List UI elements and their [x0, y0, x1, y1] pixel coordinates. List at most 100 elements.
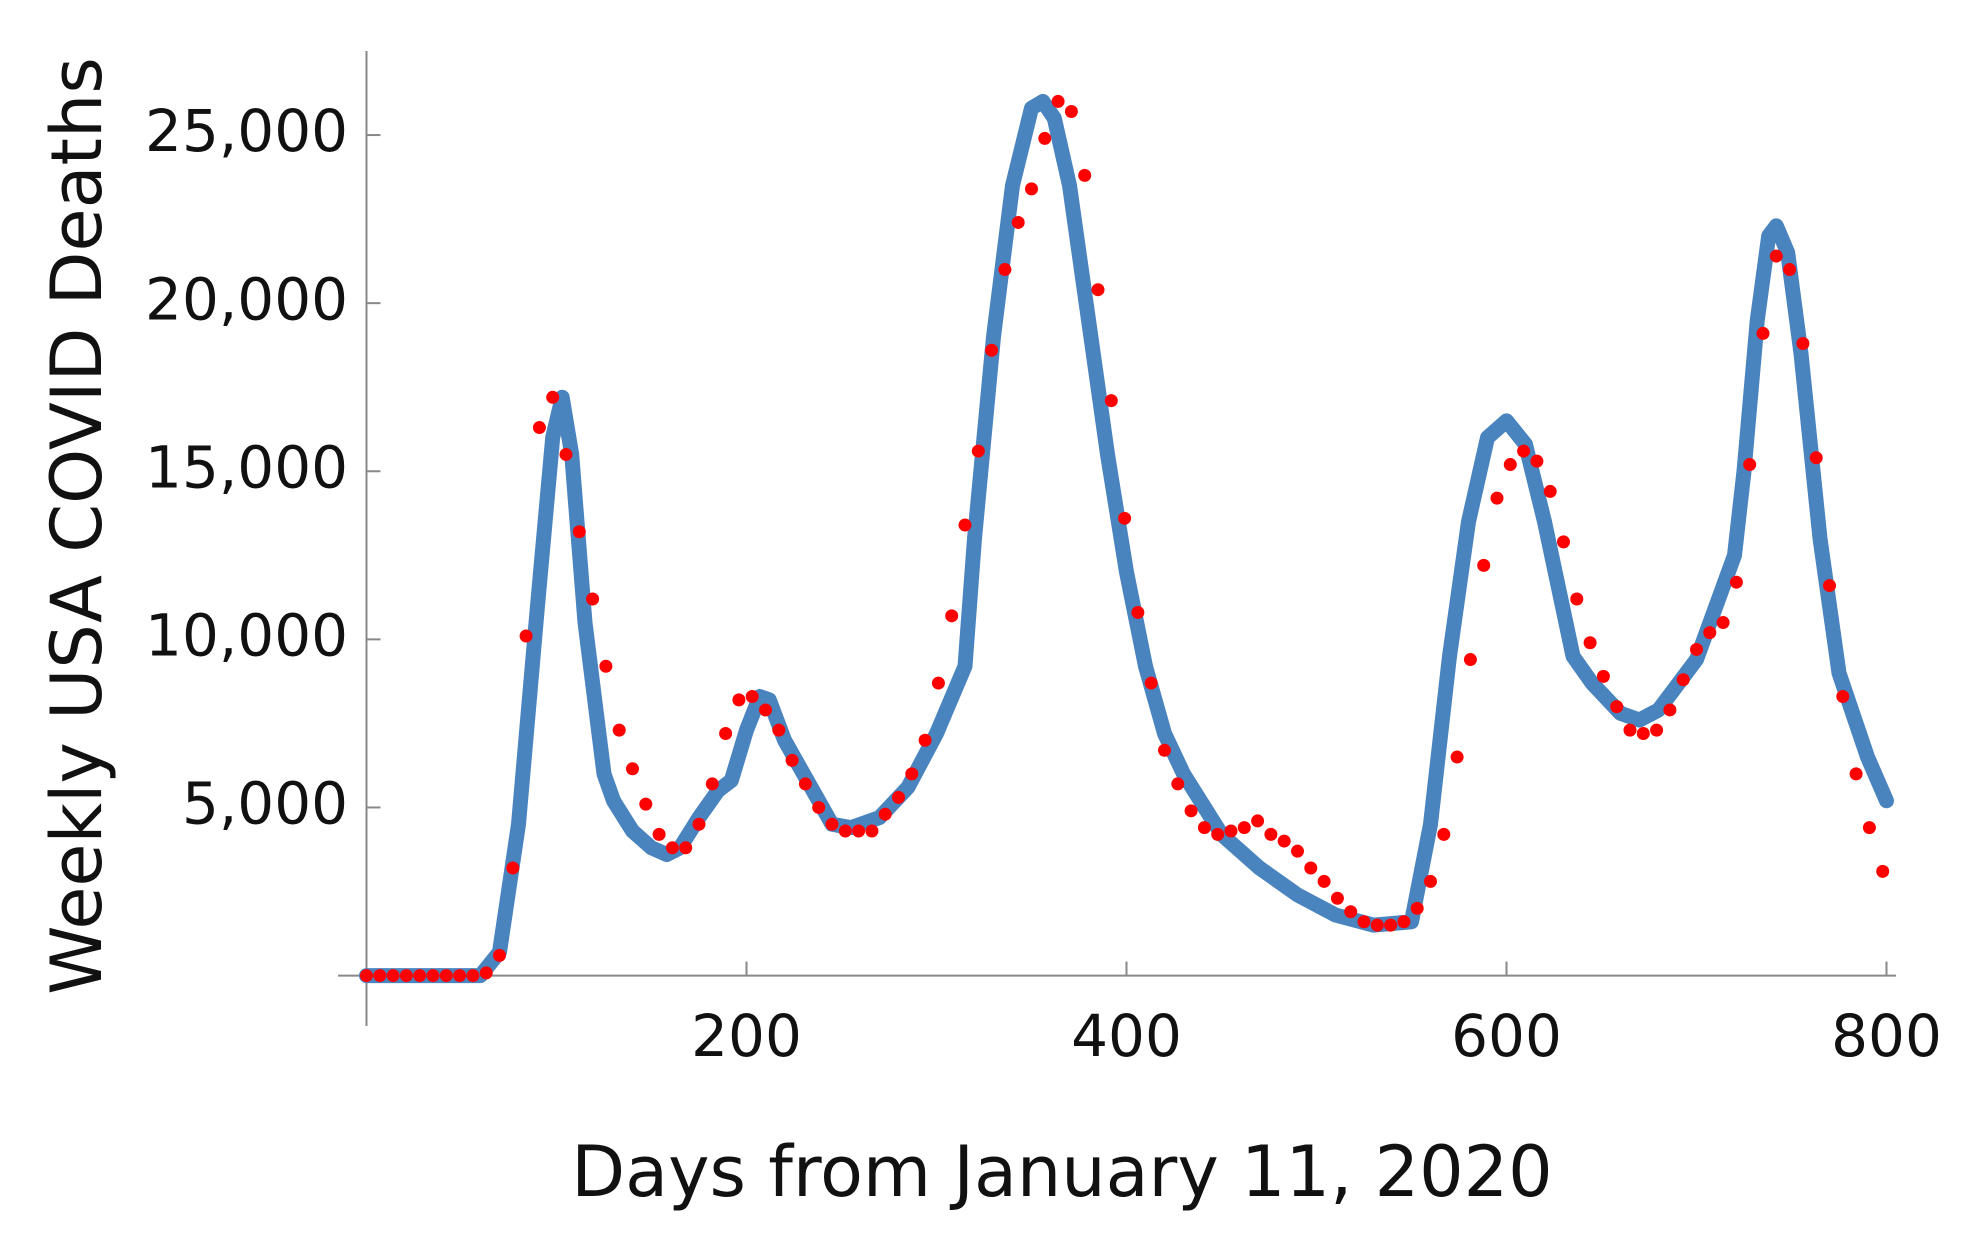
data-point: [1104, 394, 1118, 408]
data-point: [639, 797, 653, 811]
data-point: [1796, 337, 1810, 350]
data-point: [985, 343, 999, 357]
data-point: [1078, 168, 1092, 182]
data-point: [1557, 535, 1570, 549]
data-point: [1224, 824, 1238, 838]
data-point: [439, 969, 453, 983]
y-axis-title: Weekly USA COVID Deaths: [36, 57, 118, 995]
data-point: [1118, 511, 1132, 525]
data-point: [1158, 743, 1171, 757]
data-point: [838, 824, 852, 838]
data-point: [1623, 723, 1637, 737]
data-point: [1437, 827, 1451, 841]
x-tick-label: 400: [1071, 1002, 1182, 1070]
data-point: [599, 659, 613, 673]
data-point: [1636, 727, 1650, 740]
data-point: [532, 421, 546, 435]
data-point: [1729, 575, 1743, 589]
data-point: [386, 969, 400, 983]
data-point: [453, 969, 467, 983]
y-tick-label: 10,000: [145, 601, 348, 669]
data-point: [1211, 827, 1225, 841]
x-tick-label: 800: [1831, 1002, 1942, 1070]
data-point: [1091, 283, 1105, 297]
data-point: [692, 817, 706, 831]
data-point: [1384, 918, 1398, 932]
data-point: [1251, 814, 1265, 828]
data-point: [1517, 444, 1531, 458]
data-point: [705, 777, 719, 791]
data-point: [719, 727, 733, 740]
y-tick-label: 25,000: [145, 97, 348, 165]
data-point: [1264, 827, 1278, 841]
data-point: [399, 969, 413, 983]
data-point: [479, 966, 493, 980]
data-point: [679, 841, 693, 855]
data-point: [413, 969, 427, 983]
data-point: [1171, 777, 1185, 791]
y-tick-label: 20,000: [145, 265, 348, 333]
data-point: [1490, 491, 1504, 505]
data-point: [1743, 458, 1757, 472]
data-point: [918, 733, 932, 747]
data-point: [1330, 891, 1344, 905]
data-point: [1650, 723, 1664, 737]
data-point: [665, 841, 679, 855]
data-point: [1610, 700, 1624, 714]
data-point: [1463, 653, 1477, 667]
data-point: [1583, 636, 1597, 650]
data-point: [1530, 454, 1544, 468]
data-point: [1237, 821, 1251, 835]
data-point: [1663, 703, 1677, 717]
x-axis-title: Days from January 11, 2020: [571, 1131, 1552, 1213]
data-point: [878, 807, 892, 821]
data-point: [506, 861, 520, 875]
data-point: [1836, 690, 1850, 704]
data-point: [1038, 131, 1052, 145]
x-tick-label: 600: [1451, 1002, 1562, 1070]
y-tick-label: 5,000: [182, 770, 348, 838]
data-point: [360, 969, 373, 983]
data-point: [612, 723, 626, 737]
data-point: [1676, 673, 1690, 687]
data-point: [1197, 821, 1211, 835]
data-point: [732, 693, 746, 707]
data-point: [1543, 484, 1557, 498]
data-point: [931, 676, 945, 690]
data-point: [1184, 804, 1198, 818]
data-point: [1849, 767, 1863, 781]
data-point: [865, 824, 879, 838]
data-point: [626, 762, 639, 776]
data-point: [1317, 874, 1331, 888]
data-point: [998, 263, 1012, 277]
data-point: [798, 777, 812, 791]
data-point: [759, 703, 772, 717]
data-point: [559, 447, 573, 461]
data-point: [1011, 215, 1025, 229]
data-point: [1783, 263, 1797, 277]
data-point: [519, 629, 533, 643]
data-point: [1477, 558, 1491, 572]
data-point: [772, 723, 786, 737]
data-point: [1756, 326, 1770, 340]
data-point: [652, 827, 666, 841]
data-point: [958, 518, 972, 532]
data-point: [905, 767, 919, 781]
data-point: [1716, 616, 1730, 630]
data-point: [1051, 94, 1065, 108]
data-point: [1144, 676, 1158, 690]
data-point: [466, 969, 480, 983]
data-point: [1596, 669, 1610, 683]
data-point: [1064, 105, 1078, 119]
data-point: [971, 444, 985, 458]
y-tick-label: 15,000: [145, 433, 348, 501]
data-point: [1131, 605, 1145, 619]
data-point: [1410, 901, 1424, 915]
data-point: [1703, 626, 1717, 640]
data-point: [1450, 750, 1464, 764]
x-tick-label: 200: [691, 1002, 802, 1070]
data-point: [812, 800, 826, 814]
data-point: [892, 790, 905, 804]
data-point: [1357, 915, 1371, 929]
